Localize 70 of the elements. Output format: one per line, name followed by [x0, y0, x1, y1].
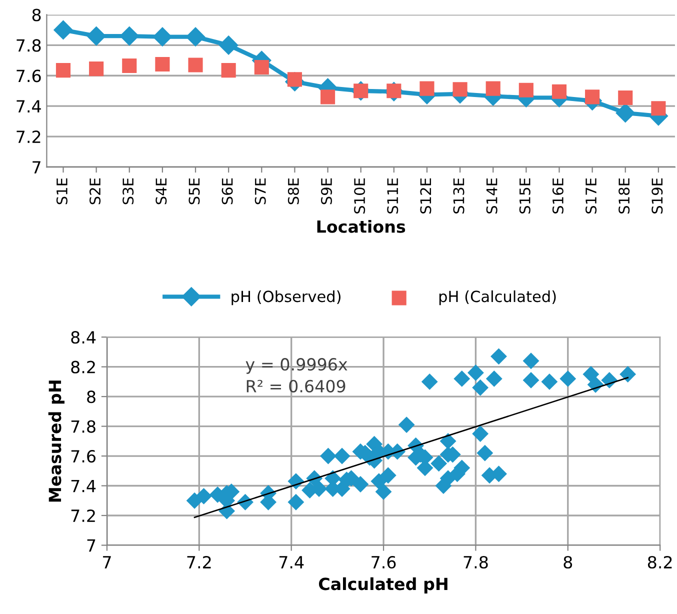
x-tick-label: S11E	[387, 178, 398, 214]
x-tick-label: S17E	[586, 178, 597, 214]
x-tick-label: S7E	[254, 178, 266, 204]
point	[452, 82, 468, 97]
y-tick-label: 7.6	[71, 450, 96, 463]
point	[219, 36, 238, 55]
x-tick-label: 7.4	[279, 556, 304, 568]
annotation: y = 0.9996x	[246, 358, 348, 374]
y-tick-label: 7.2	[16, 130, 40, 143]
y-tick-label: 8.2	[71, 360, 95, 374]
point	[188, 58, 203, 72]
annotation: R² = 0.6409	[246, 380, 346, 392]
x-tick-label: S9E	[320, 178, 332, 204]
point	[120, 26, 139, 46]
x-tick-label: S3E	[122, 178, 134, 204]
point	[56, 63, 71, 78]
point	[552, 84, 567, 99]
legend-label: pH (Calculated)	[439, 290, 556, 306]
x-tick-label: 7.6	[372, 556, 396, 569]
y-tick-label: 7	[87, 539, 96, 552]
point	[152, 27, 172, 46]
y-tick-label: 7.8	[71, 420, 96, 433]
x-tick-label: S19E	[652, 178, 663, 214]
x-axis-title: Locations	[317, 220, 406, 233]
point	[86, 26, 106, 46]
point	[486, 81, 500, 96]
point	[54, 20, 73, 40]
x-tick-label: S16E	[552, 178, 564, 214]
point	[651, 101, 666, 116]
x-tick-label: S6E	[222, 178, 233, 204]
x-tick-label: 7	[103, 556, 111, 568]
y-tick-label: 8	[87, 390, 96, 404]
x-tick-label: 7.8	[464, 556, 488, 569]
y-tick-label: 8	[32, 8, 41, 22]
point	[254, 60, 269, 75]
x-tick-label: S4E	[156, 178, 167, 204]
point	[122, 58, 137, 74]
point	[518, 82, 534, 98]
y-tick-label: 7.4	[71, 480, 96, 492]
x-tick-label: S1E	[56, 178, 68, 204]
x-tick-label: S15E	[519, 178, 530, 214]
x-tick-label: 8	[564, 556, 572, 569]
y-tick-label: 7.2	[71, 509, 95, 522]
y-tick-label: 7.6	[16, 70, 41, 82]
x-tick-label: S8E	[288, 178, 299, 204]
y-tick-label: 7	[32, 161, 40, 174]
y-tick-label: 7.8	[16, 39, 41, 52]
point	[420, 81, 434, 96]
y-tick-label: 7.4	[16, 100, 41, 112]
x-tick-label: S5E	[188, 178, 200, 204]
point	[221, 63, 236, 78]
x-tick-label: 8.2	[648, 556, 672, 569]
x-axis-title: Calculated pH	[318, 577, 448, 594]
x-tick-label: S13E	[453, 178, 464, 214]
point	[320, 90, 336, 104]
y-tick-label: 8.4	[71, 331, 96, 344]
x-tick-label: S14E	[486, 178, 498, 214]
point	[618, 90, 633, 106]
y-axis-title: Measured pH	[48, 380, 64, 502]
x-tick-label: S2E	[90, 178, 101, 204]
x-tick-label: S10E	[354, 178, 366, 214]
x-tick-label: S12E	[420, 178, 432, 214]
point	[155, 56, 170, 72]
point	[616, 103, 635, 122]
point	[186, 27, 206, 46]
x-tick-label: S18E	[618, 178, 630, 214]
point	[585, 90, 600, 104]
x-tick-label: 7.2	[187, 556, 211, 568]
point	[89, 62, 104, 76]
legend-label: pH (Observed)	[232, 290, 340, 306]
